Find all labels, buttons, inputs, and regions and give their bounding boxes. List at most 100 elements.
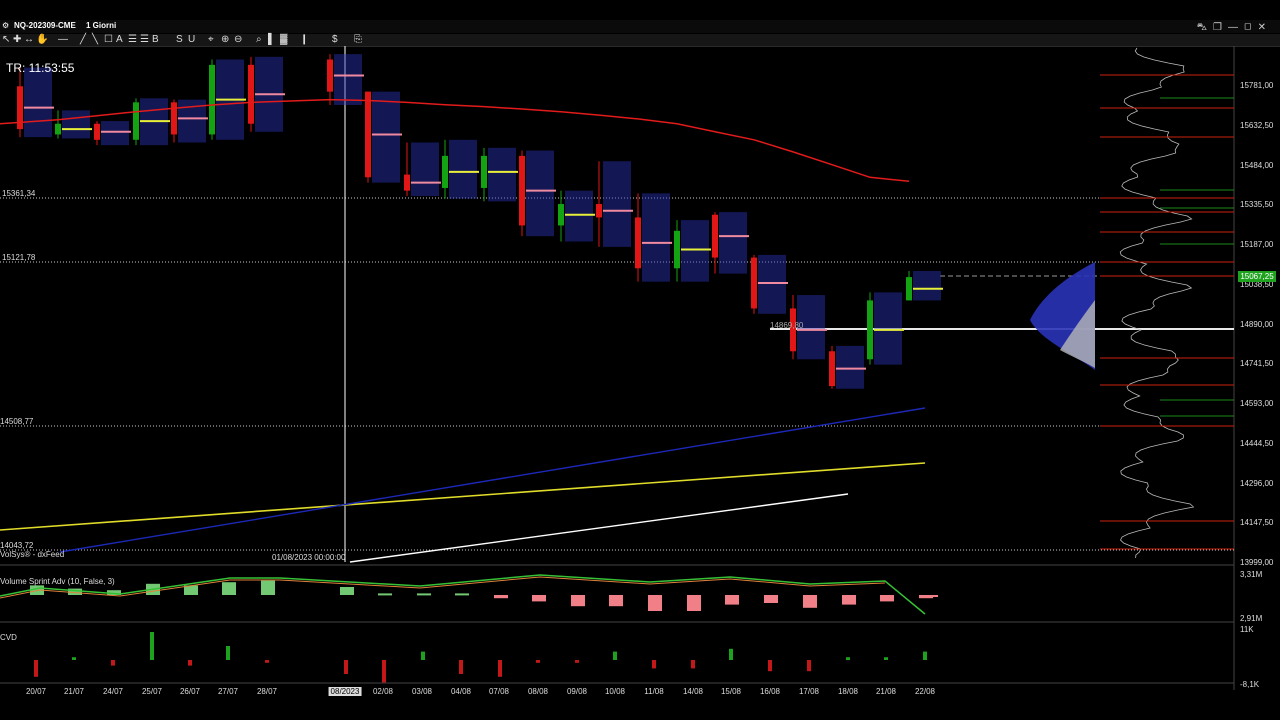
toolbar-tool-4[interactable]: — — [58, 34, 68, 45]
candle-body — [442, 155, 448, 188]
candle-body — [829, 351, 835, 387]
feed-label: VolSys® - dxFeed — [0, 550, 65, 559]
symbol-label[interactable]: NQ-202309-CME — [14, 21, 76, 30]
app-icon: ⚙ — [2, 21, 10, 30]
cvd-bar — [111, 660, 115, 666]
restore-icon[interactable]: ❐ — [1213, 22, 1228, 33]
poc-level-label: 14869,80 — [770, 321, 804, 330]
toolbar-tool-9[interactable]: ☰ — [128, 34, 137, 45]
cvd-bar — [382, 660, 386, 683]
toolbar-tool-15[interactable]: ⊕ — [221, 34, 230, 45]
maximize-icon[interactable]: ☐ — [1243, 22, 1258, 33]
volume-osc-bar — [725, 595, 739, 605]
candle-body — [327, 59, 333, 92]
cvd-bar — [421, 651, 425, 660]
toolbar-tool-0[interactable]: ↖ — [2, 34, 11, 45]
candle-body — [519, 155, 525, 226]
x-axis-label: 09/08 — [566, 687, 588, 696]
bar-profile — [836, 345, 864, 389]
toolbar-tool-14[interactable]: ⌖ — [208, 34, 214, 45]
volume-osc-bar — [107, 590, 121, 595]
toolbar-tool-1[interactable]: ✚ — [13, 34, 22, 45]
candle-body — [635, 217, 641, 269]
timeframe-label[interactable]: 1 Giorni — [86, 21, 117, 30]
volume-osc-bar — [184, 585, 198, 595]
x-axis-label: 04/08 — [450, 687, 472, 696]
x-axis-label: 26/07 — [179, 687, 201, 696]
volume-oscillator-title: Volume Sprint Adv (10, False, 3) — [0, 577, 115, 586]
candle-body — [596, 204, 602, 218]
volume-osc-bar — [417, 593, 431, 596]
timer-label: TR: 11:53:55 — [6, 61, 75, 75]
volume-osc-bar — [880, 595, 894, 602]
candle-body — [751, 257, 757, 309]
bar-profile — [62, 110, 90, 139]
toolbar-tool-20[interactable]: ❙ — [300, 34, 309, 45]
toolbar-tool-16[interactable]: ⊖ — [234, 34, 243, 45]
x-axis-label: 25/07 — [141, 687, 163, 696]
toolbar-tool-11[interactable]: B — [152, 34, 159, 45]
x-axis-label: 28/07 — [256, 687, 278, 696]
toolbar-tool-3[interactable]: ✋ — [36, 34, 49, 45]
minimize-icon[interactable]: — — [1227, 22, 1244, 33]
bar-profile — [797, 295, 825, 360]
last-price-tag: 15067,25 — [1238, 271, 1276, 282]
volume-osc-bar — [532, 595, 546, 602]
price-axis-label: 15781,00 — [1240, 81, 1274, 90]
toolbar-tool-8[interactable]: A — [116, 34, 123, 45]
volume-osc-bar — [222, 582, 236, 595]
toolbar-tool-13[interactable]: U — [188, 34, 196, 45]
price-axis-label: 15038,50 — [1240, 280, 1274, 289]
toolbar-tool-22[interactable]: ⎘ — [354, 34, 362, 45]
bar-profile — [526, 150, 554, 237]
toolbar-tool-7[interactable]: ☐ — [104, 34, 113, 45]
x-axis-label: 21/07 — [63, 687, 85, 696]
candle-body — [712, 214, 718, 258]
price-axis-label: 15335,50 — [1240, 200, 1274, 209]
cvd-bar — [34, 660, 38, 677]
toolbar-tool-5[interactable]: ╱ — [80, 34, 87, 45]
vol-axis-top: 3,31M — [1240, 570, 1263, 579]
toolbar-tool-6[interactable]: ╲ — [92, 34, 99, 45]
cvd-bar — [846, 657, 850, 660]
price-axis-label: 14890,00 — [1240, 320, 1274, 329]
volume-osc-bar — [764, 595, 778, 603]
volume-osc-signal-orange — [0, 576, 886, 599]
volume-osc-bar — [455, 593, 469, 596]
x-axis-label: 22/08 — [914, 687, 936, 696]
toolbar-tool-17[interactable]: ⌕ — [256, 34, 262, 45]
close-icon[interactable]: ✕ — [1257, 22, 1272, 33]
price-axis-label: 14444,50 — [1240, 439, 1274, 448]
x-axis-label: 16/08 — [759, 687, 781, 696]
candle-body — [55, 123, 61, 135]
bar-profile — [334, 54, 362, 106]
candle-body — [94, 123, 100, 140]
x-axis-label: 03/08 — [411, 687, 433, 696]
bar-profile — [24, 67, 52, 138]
cvd-bar — [807, 660, 811, 672]
volume-osc-bar — [494, 595, 508, 599]
toolbar-tool-19[interactable]: ▓ — [280, 34, 288, 45]
toolbar-tool-21[interactable]: $ — [332, 34, 338, 45]
vol-axis-bottom: 2,91M — [1240, 614, 1263, 623]
toolbar-tool-18[interactable]: ▌ — [268, 34, 276, 45]
x-axis-label: 02/08 — [372, 687, 394, 696]
session-profile-grey — [1060, 300, 1095, 368]
toolbar-tool-2[interactable]: ↔ — [24, 34, 34, 45]
candle-body — [171, 102, 177, 135]
x-axis-label: 27/07 — [217, 687, 239, 696]
window-controls: ⛍❐—☐✕ — [1197, 22, 1272, 35]
cvd-axis-top: 11K — [1240, 625, 1254, 634]
toolbar-tool-10[interactable]: ☰ — [140, 34, 149, 45]
bar-profile — [642, 193, 670, 282]
candle-body — [17, 86, 23, 130]
trend-line-white — [349, 493, 849, 563]
bar-profile — [411, 142, 439, 197]
bar-profile — [758, 254, 786, 314]
trend-line-yellow — [0, 462, 926, 531]
cvd-bar — [265, 660, 269, 663]
toolbar-tool-12[interactable]: S — [176, 34, 183, 45]
pin-icon[interactable]: ⛍ — [1196, 22, 1213, 33]
cvd-bar — [923, 651, 927, 660]
